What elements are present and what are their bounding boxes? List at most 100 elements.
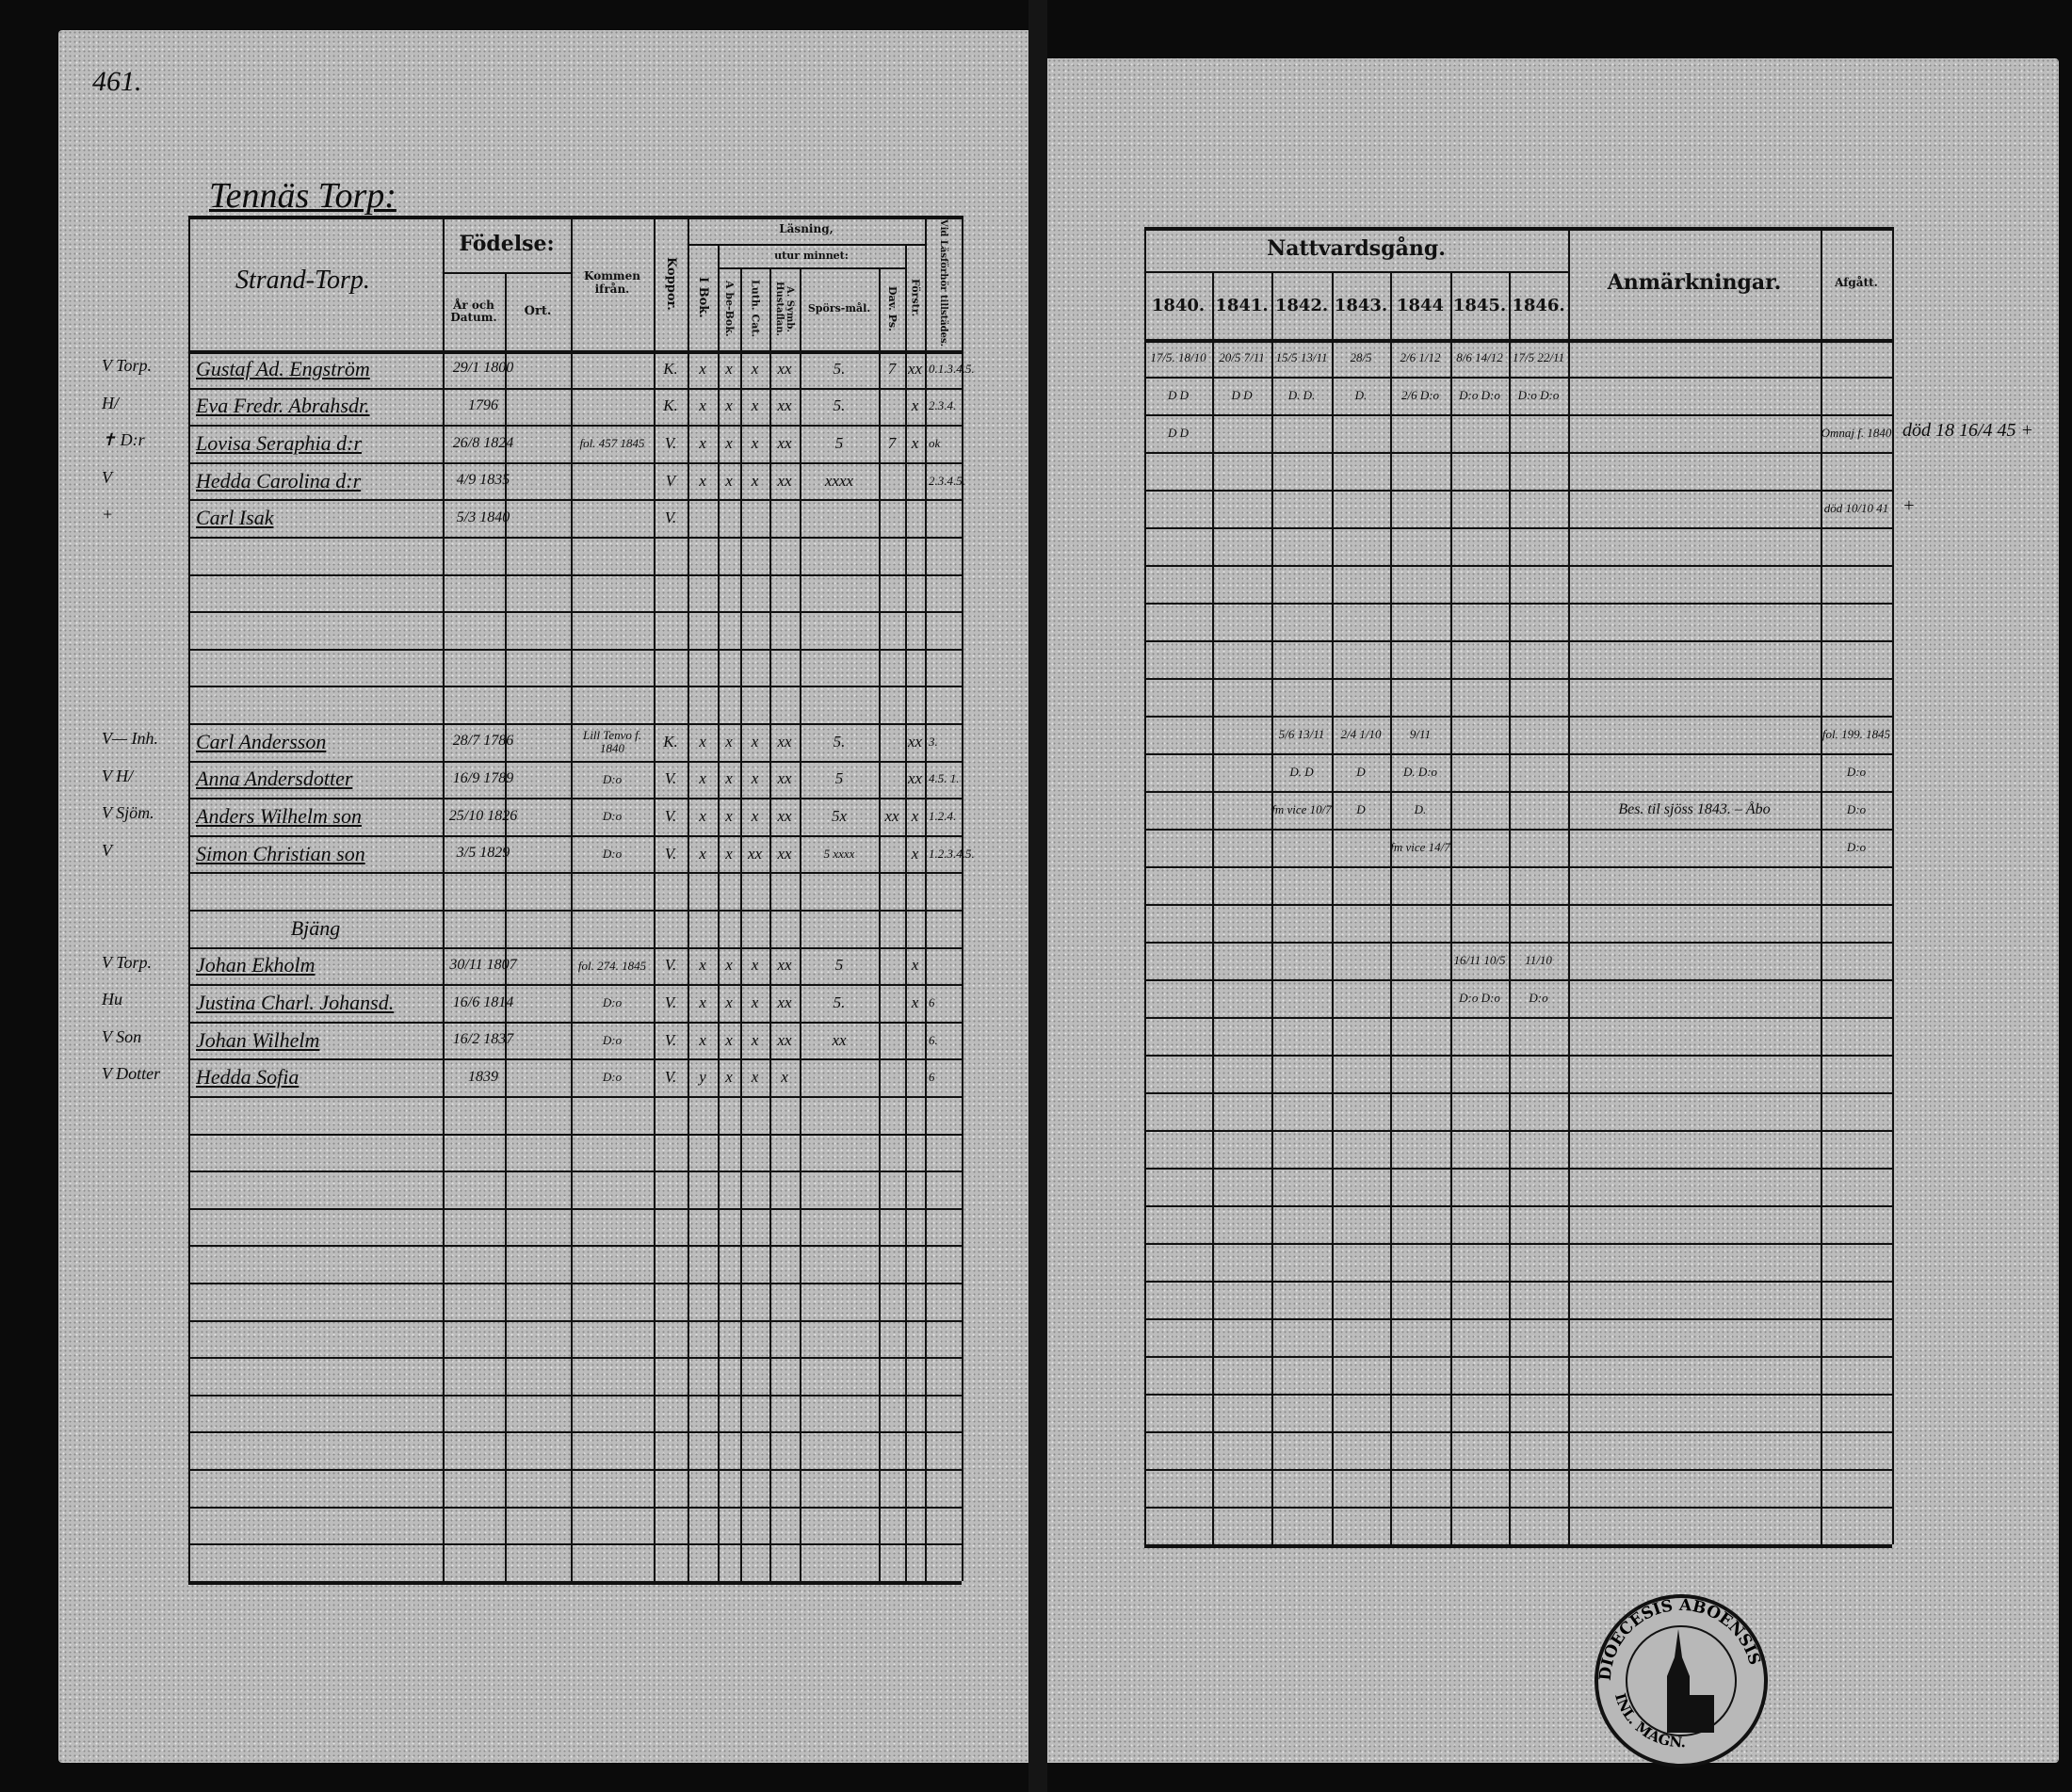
grid-hline <box>1144 377 1892 379</box>
grid-hline <box>188 1394 962 1396</box>
communion-date: 20/5 7/11 <box>1219 350 1265 365</box>
reading-mark: x <box>751 769 759 788</box>
grid-hline <box>1144 227 1892 231</box>
reading-mark: x <box>699 993 706 1011</box>
header-utur-minnet: utur minnet: <box>774 249 849 262</box>
departure: D:o <box>1846 765 1867 780</box>
reading-mark: x <box>699 359 706 378</box>
grid-vline <box>505 273 507 1581</box>
header-year: 1845. <box>1452 296 1507 316</box>
reading-mark: xx <box>777 359 792 378</box>
grid-hline <box>188 1170 962 1173</box>
communion-date: fm vice 14/7 <box>1390 840 1450 855</box>
departure: fol. 199. 1845 <box>1821 727 1891 742</box>
margin-note: V Torp. <box>102 356 153 375</box>
grid-hline <box>188 1207 962 1210</box>
left-page <box>58 30 1028 1763</box>
reading-mark: x <box>725 732 733 751</box>
communion-date: D. D:o <box>1402 765 1438 780</box>
margin-note: V <box>102 467 112 487</box>
reading-mark: xx <box>777 732 792 751</box>
communion-date: 2/4 1/10 <box>1340 727 1382 742</box>
reading-mark: V. <box>664 844 677 863</box>
grid-hline <box>188 611 962 614</box>
grid-vline <box>769 267 771 1581</box>
grid-vline <box>1212 271 1214 1544</box>
communion-date: D D <box>1231 388 1253 403</box>
grid-hline <box>188 1283 962 1284</box>
grid-hline <box>1144 1281 1892 1283</box>
reading-attendance: 6 <box>929 994 935 1009</box>
reading-mark: K. <box>663 396 678 415</box>
birth-date: 25/10 1826 <box>448 807 518 824</box>
grid-vline <box>879 267 881 1581</box>
reading-mark: x <box>911 806 919 825</box>
communion-date: D <box>1356 802 1366 817</box>
reading-mark: V. <box>664 1030 677 1049</box>
grid-hline <box>188 1469 962 1471</box>
communion-date: 2/6 D:o <box>1400 388 1440 403</box>
reading-mark: xx <box>777 806 792 825</box>
grid-hline <box>188 573 962 576</box>
communion-date: D. <box>1414 802 1427 817</box>
reading-mark: xx <box>907 732 923 751</box>
birth-date: 1796 <box>468 396 498 413</box>
reading-mark: 7 <box>887 359 897 378</box>
grid-vline <box>654 216 656 1581</box>
person-name: Anna Andersdotter <box>196 767 353 791</box>
came-from: D:o <box>602 1032 623 1047</box>
communion-date: 28/5 <box>1350 350 1372 365</box>
header-a-symb: A. Symb. Hustaflan. <box>774 282 795 336</box>
reading-mark: x <box>725 471 733 490</box>
grid-hline <box>188 872 962 875</box>
reading-mark: x <box>699 433 706 452</box>
grid-hline <box>1144 1243 1892 1245</box>
communion-date: D:o <box>1529 991 1548 1006</box>
departure: Omnaj f. 1840 <box>1821 426 1892 441</box>
reading-mark: xx <box>777 433 792 452</box>
grid-vline <box>1450 271 1452 1544</box>
departure: död 10/10 41 <box>1823 501 1889 516</box>
grid-hline <box>188 910 962 912</box>
margin-note: V Torp. <box>102 952 153 972</box>
person-name: Eva Fredr. Abrahsdr. <box>196 394 370 418</box>
header-i-bok: I Bok. <box>696 277 711 318</box>
reading-mark: xx <box>777 993 792 1011</box>
grid-hline <box>188 1543 962 1546</box>
grid-vline <box>688 216 689 1581</box>
header-year: 1846. <box>1512 296 1565 316</box>
grid-hline <box>1144 1130 1892 1132</box>
reading-attendance: 2.3.4.5. <box>929 473 965 488</box>
person-name: Simon Christian son <box>196 841 365 865</box>
grid-vline <box>925 216 927 1581</box>
reading-mark: x <box>725 844 733 863</box>
reading-mark: x <box>699 396 706 415</box>
margin-note: + <box>102 505 114 525</box>
reading-mark: V. <box>664 1068 677 1087</box>
grid-hline <box>188 1580 962 1585</box>
reading-mark: x <box>725 1068 733 1087</box>
grid-hline <box>1144 1507 1892 1509</box>
reading-mark: x <box>725 993 733 1011</box>
reading-mark: x <box>751 732 759 751</box>
grid-hline <box>188 387 962 390</box>
reading-mark: V. <box>664 509 677 527</box>
communion-date: D:o D:o <box>1459 991 1500 1006</box>
person-name: Johan Wilhelm <box>196 1027 320 1052</box>
margin-note: död 18 16/4 45 + <box>1902 420 2034 441</box>
grid-hline <box>1144 603 1892 605</box>
grid-hline <box>188 760 962 763</box>
communion-date: D D <box>1167 388 1190 403</box>
birth-date: 1839 <box>468 1068 498 1085</box>
reading-mark: 5 <box>834 769 844 788</box>
grid-hline <box>1144 1017 1892 1019</box>
grid-hline <box>1144 1318 1892 1320</box>
margin-note: + <box>1902 495 1916 516</box>
grid-hline <box>188 984 962 987</box>
reading-mark: V <box>665 471 676 490</box>
grid-hline <box>1144 979 1892 981</box>
reading-mark: x <box>699 471 706 490</box>
reading-mark: xx <box>884 806 899 825</box>
person-name: Justina Charl. Johansd. <box>196 990 395 1014</box>
reading-mark: xx <box>777 396 792 415</box>
